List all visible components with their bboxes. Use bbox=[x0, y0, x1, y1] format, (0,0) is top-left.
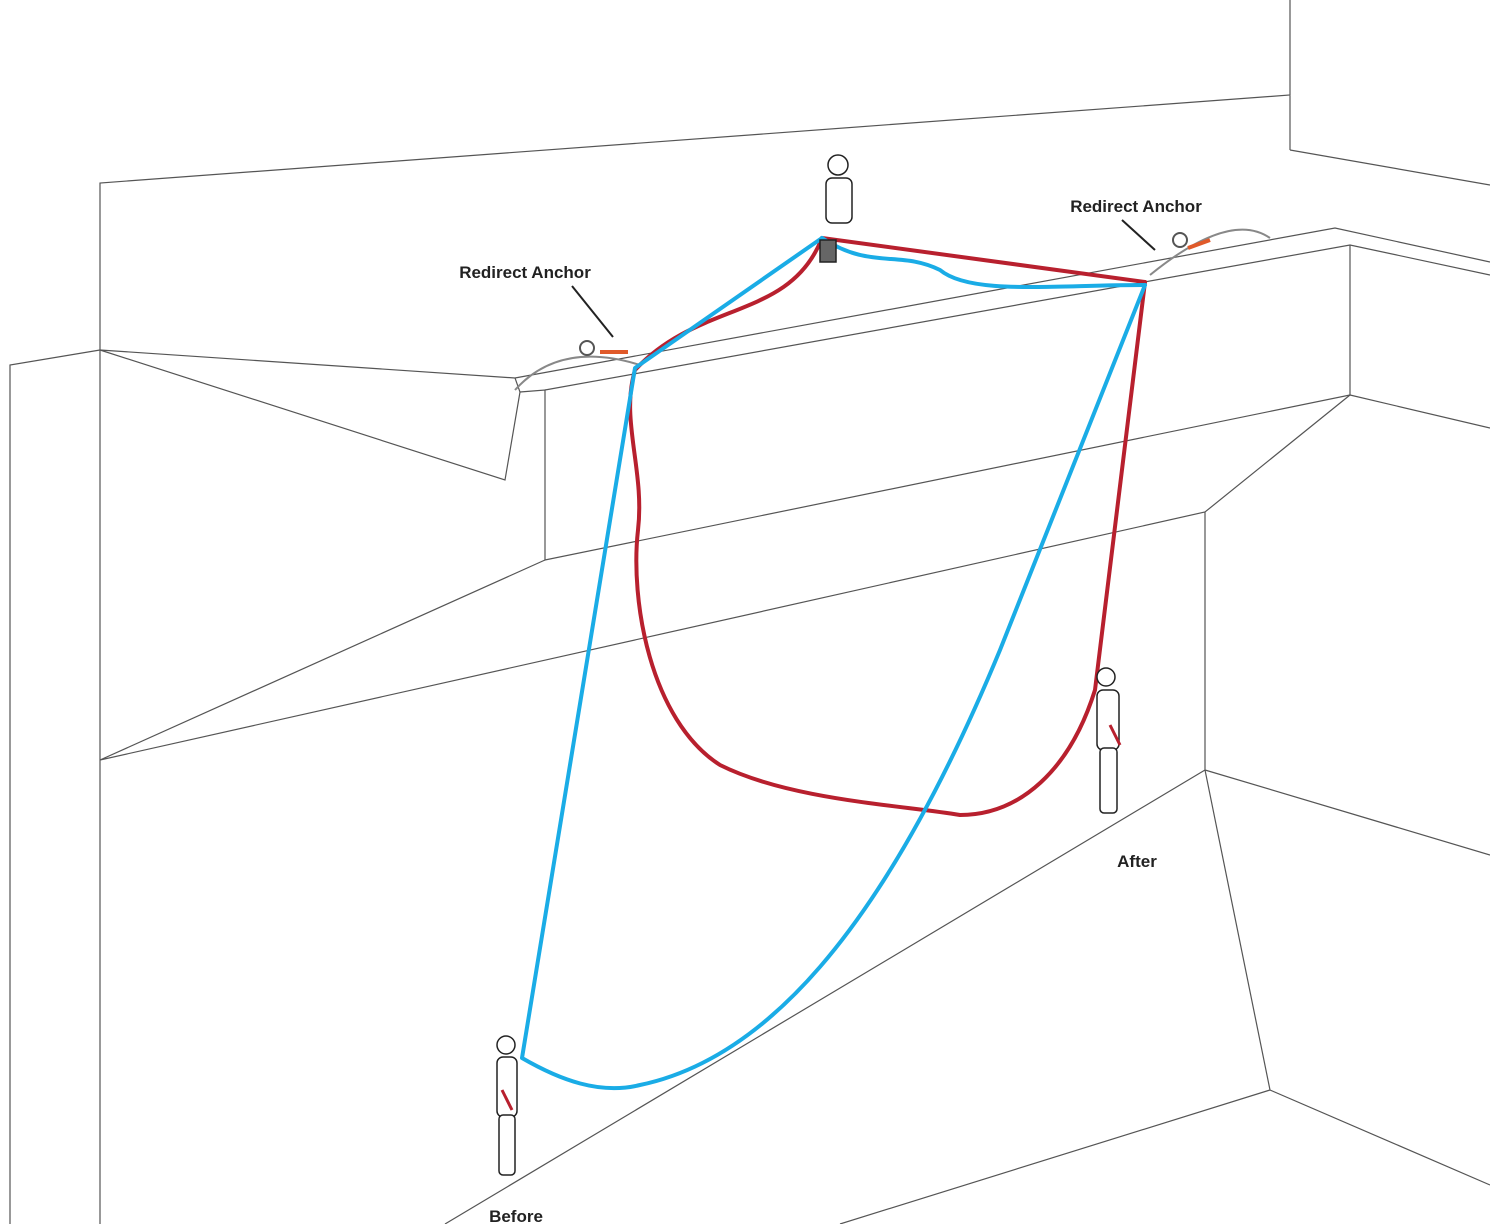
leader-line bbox=[1121, 219, 1156, 251]
before-worker bbox=[496, 1035, 518, 1176]
building-outline bbox=[9, 0, 1490, 1224]
after-worker bbox=[1096, 667, 1122, 814]
leader-line bbox=[571, 285, 614, 338]
anchor-label: Redirect Anchor bbox=[459, 263, 591, 282]
anchor-slings bbox=[514, 228, 1271, 391]
before-label: Before bbox=[489, 1207, 543, 1224]
ropes bbox=[520, 236, 1147, 1091]
anchor-label: Redirect Anchor bbox=[1070, 197, 1202, 216]
workers bbox=[496, 154, 1122, 1176]
top-worker bbox=[819, 154, 853, 263]
after-label: After bbox=[1117, 852, 1157, 871]
